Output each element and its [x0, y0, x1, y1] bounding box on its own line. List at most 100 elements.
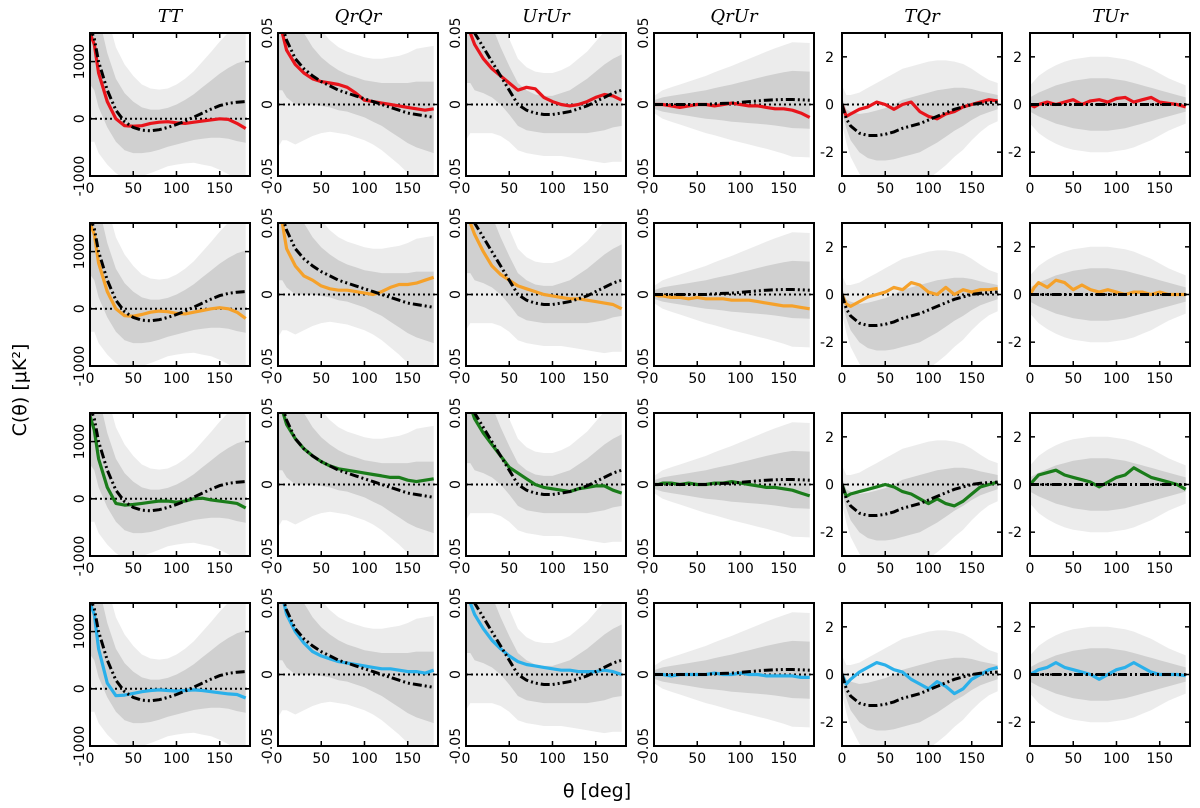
x-tick-label: 50: [876, 181, 894, 197]
plot-area: [1030, 246, 1190, 343]
y-tick-label: 0: [260, 100, 276, 109]
x-tick-label: 150: [582, 181, 609, 197]
x-tick-label: 100: [727, 751, 754, 767]
x-tick-label: 150: [770, 561, 797, 577]
observed-line: [90, 415, 247, 510]
x-tick-label: 150: [206, 561, 233, 577]
x-tick-label: 50: [688, 181, 706, 197]
x-tick-label: 0: [86, 561, 95, 577]
x-tick-label: 0: [462, 751, 471, 767]
band-inner: [842, 467, 998, 541]
y-tick-label: 0: [448, 670, 464, 679]
y-tick-label: -2: [1008, 145, 1022, 161]
observed-line: [90, 603, 247, 700]
model-line: [842, 670, 998, 707]
panel-r2-c4: 0 50 100 150 -2 0 2: [820, 412, 1003, 577]
plot-area: [278, 33, 438, 176]
plot-area: [654, 422, 814, 538]
x-tick-label: 150: [206, 181, 233, 197]
x-tick-label: 50: [1064, 181, 1082, 197]
y-tick-label: 0.05: [448, 17, 464, 48]
y-tick-label: 2: [825, 620, 834, 636]
panel-r0-c4: 0 50 100 150 -2 0 2: [820, 32, 1003, 197]
x-tick-label: 50: [500, 751, 518, 767]
x-tick-label: 0: [462, 561, 471, 577]
plot-area: [466, 223, 626, 354]
model-line: [654, 98, 810, 106]
y-tick-label: 0: [1013, 288, 1022, 304]
x-tick-label: 0: [1026, 371, 1035, 387]
x-tick-label: 100: [539, 371, 566, 387]
x-tick-label: 0: [462, 181, 471, 197]
y-tick-label: 0: [825, 478, 834, 494]
x-tick-label: 100: [915, 561, 942, 577]
x-tick-label: 50: [124, 181, 142, 197]
x-tick-label: 100: [539, 181, 566, 197]
y-tick-label: 0.05: [260, 587, 276, 618]
x-tick-label: 100: [1103, 371, 1130, 387]
y-tick-label: 0: [636, 290, 652, 299]
x-tick-label: 50: [124, 751, 142, 767]
y-tick-label: -2: [820, 145, 834, 161]
x-tick-label: 150: [1146, 371, 1173, 387]
observed-line: [842, 660, 999, 696]
y-tick-label: -0.05: [448, 728, 464, 764]
x-tick-label: 150: [770, 751, 797, 767]
x-tick-label: 50: [500, 561, 518, 577]
y-tick-label: -0.05: [260, 538, 276, 574]
y-tick-label: -1000: [72, 536, 88, 577]
x-tick-label: 0: [274, 181, 283, 197]
model-line: [654, 668, 810, 676]
band-inner: [842, 277, 998, 351]
y-tick-label: 1000: [72, 44, 88, 80]
x-tick-label: 100: [163, 751, 190, 767]
observed-line: [90, 33, 247, 130]
panel-frame: [89, 32, 251, 177]
band-inner: [466, 603, 622, 704]
x-tick-label: 150: [394, 751, 421, 767]
plot-area: [842, 630, 1002, 746]
x-tick-label: 150: [958, 181, 985, 197]
plot-area: [654, 612, 814, 728]
y-tick-label: 0: [260, 290, 276, 299]
column-title-2: UrUr: [522, 6, 571, 27]
x-tick-label: 100: [1103, 181, 1130, 197]
y-tick-label: -2: [1008, 335, 1022, 351]
y-tick-label: -0.05: [260, 728, 276, 764]
y-tick-label: -1000: [72, 156, 88, 197]
x-tick-label: 100: [539, 561, 566, 577]
band-inner: [842, 87, 998, 161]
model-line: [90, 223, 246, 323]
plot-area: [90, 223, 250, 366]
plot-area: [278, 413, 438, 556]
x-tick-label: 50: [312, 751, 330, 767]
x-tick-label: 0: [650, 751, 659, 767]
x-tick-label: 150: [582, 371, 609, 387]
plot-area: [842, 60, 1002, 176]
panel-r1-c5: 0 50 100 150 -2 0 2: [1008, 222, 1191, 387]
y-tick-label: 0: [448, 290, 464, 299]
x-tick-label: 0: [86, 181, 95, 197]
y-tick-label: -1000: [72, 726, 88, 767]
observed-line: [468, 223, 623, 311]
y-tick-label: 0: [636, 480, 652, 489]
observed-line: [280, 33, 434, 112]
plot-area: [842, 250, 1002, 366]
column-title-4: TQr: [904, 6, 941, 27]
x-tick-label: 50: [312, 181, 330, 197]
x-tick-label: 100: [915, 371, 942, 387]
plot-area: [1030, 436, 1190, 533]
x-tick-label: 0: [86, 751, 95, 767]
y-tick-label: -0.05: [260, 348, 276, 384]
x-tick-label: 150: [394, 561, 421, 577]
observed-line: [654, 292, 810, 311]
x-tick-label: 100: [1103, 561, 1130, 577]
x-tick-label: 150: [1146, 561, 1173, 577]
x-tick-label: 50: [124, 561, 142, 577]
y-tick-label: 0.05: [636, 207, 652, 238]
y-tick-label: 2: [825, 430, 834, 446]
band-inner: [466, 33, 622, 134]
